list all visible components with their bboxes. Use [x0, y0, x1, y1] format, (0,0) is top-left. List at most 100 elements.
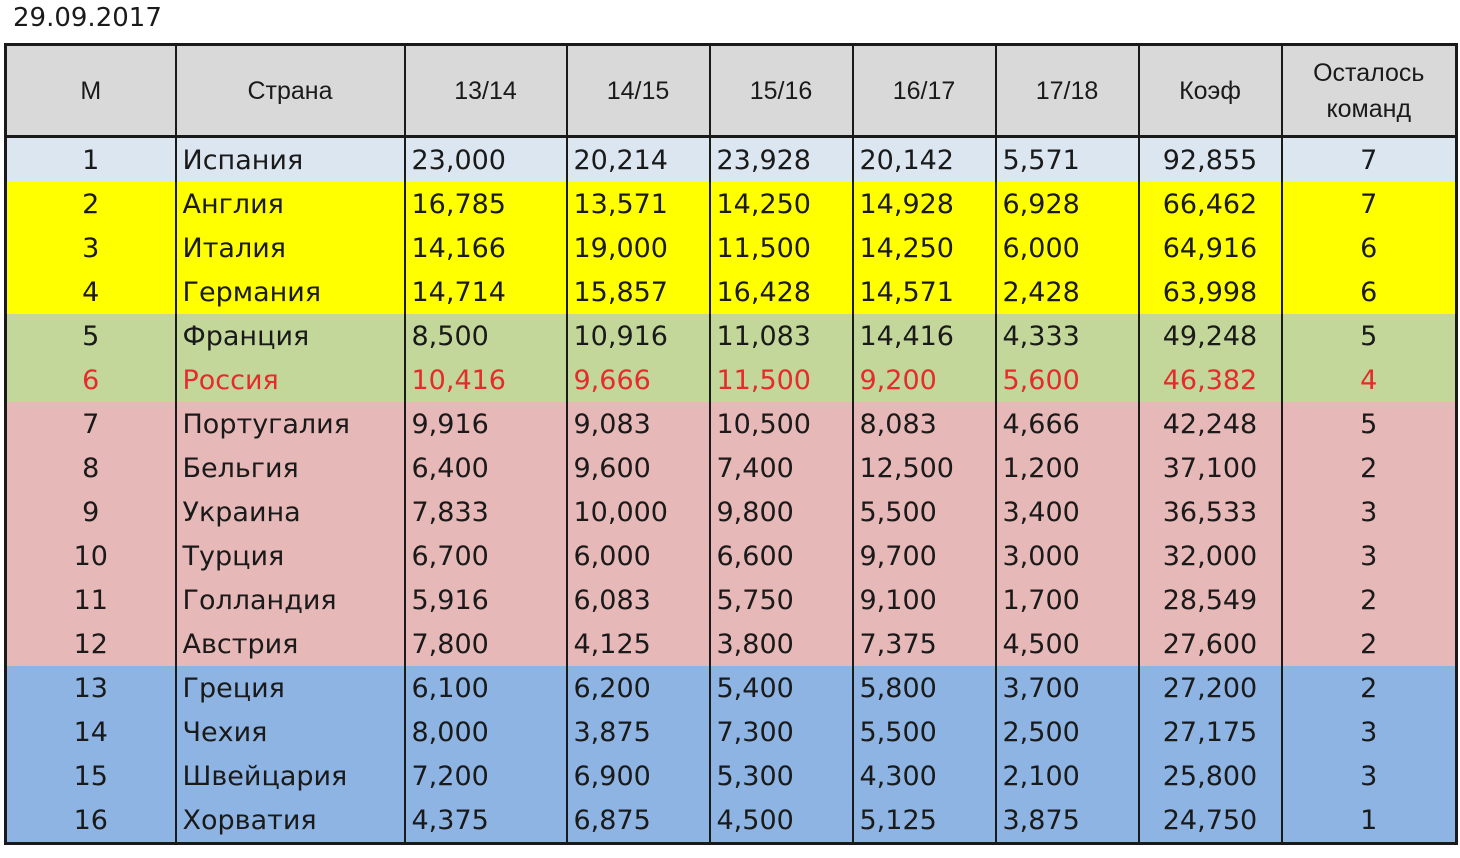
teams-left-cell: 1 [1280, 798, 1457, 844]
season-cell: 3,875 [994, 798, 1139, 844]
coef-cell: 66,462 [1137, 182, 1282, 226]
rank-cell: 7 [5, 402, 176, 446]
season-cell: 4,666 [994, 402, 1139, 446]
season-cell: 3,800 [708, 622, 853, 666]
season-cell: 11,500 [708, 358, 853, 402]
season-cell: 10,000 [565, 490, 710, 534]
season-cell: 5,500 [851, 710, 996, 754]
season-cell: 6,928 [994, 182, 1139, 226]
table-row: 9 Украина 7,833 10,000 9,800 5,500 3,400 36,533… [5, 490, 1457, 534]
rank-cell: 2 [5, 182, 176, 226]
season-cell: 9,700 [851, 534, 996, 578]
season-cell: 7,300 [708, 710, 853, 754]
teams-left-cell: 2 [1280, 622, 1457, 666]
season-cell: 5,800 [851, 666, 996, 710]
season-cell: 3,700 [994, 666, 1139, 710]
season-cell: 7,833 [403, 490, 567, 534]
table-row: 4 Германия 14,714 15,857 16,428 14,571 2,428 63… [5, 270, 1457, 314]
season-cell: 23,928 [708, 136, 853, 182]
season-cell: 9,100 [851, 578, 996, 622]
season-cell: 7,200 [403, 754, 567, 798]
season-cell: 6,083 [565, 578, 710, 622]
teams-left-cell: 5 [1280, 314, 1457, 358]
season-cell: 5,571 [994, 136, 1139, 182]
table-row: 6 Россия 10,416 9,666 11,500 9,200 5,600 46,382… [5, 358, 1457, 402]
rank-cell: 13 [5, 666, 176, 710]
season-cell: 8,083 [851, 402, 996, 446]
season-cell: 20,214 [565, 136, 710, 182]
country-cell: Франция [174, 314, 405, 358]
coef-cell: 27,175 [1137, 710, 1282, 754]
season-cell: 6,700 [403, 534, 567, 578]
country-cell: Чехия [174, 710, 405, 754]
coef-cell: 37,100 [1137, 446, 1282, 490]
header-season-13-14: 13/14 [403, 44, 567, 138]
season-cell: 5,500 [851, 490, 996, 534]
country-cell: Греция [174, 666, 405, 710]
table-row: 3 Италия 14,166 19,000 11,500 14,250 6,000 64,9… [5, 226, 1457, 270]
season-cell: 6,000 [565, 534, 710, 578]
season-cell: 16,785 [403, 182, 567, 226]
table-row: 8 Бельгия 6,400 9,600 7,400 12,500 1,200 37,100… [5, 446, 1457, 490]
season-cell: 10,500 [708, 402, 853, 446]
teams-left-cell: 3 [1280, 710, 1457, 754]
season-cell: 4,333 [994, 314, 1139, 358]
country-cell: Швейцария [174, 754, 405, 798]
season-cell: 3,875 [565, 710, 710, 754]
country-cell: Голландия [174, 578, 405, 622]
season-cell: 14,250 [851, 226, 996, 270]
table-row: 7 Португалия 9,916 9,083 10,500 8,083 4,666 42,… [5, 402, 1457, 446]
season-cell: 2,500 [994, 710, 1139, 754]
date-label: 29.09.2017 [13, 3, 162, 33]
teams-left-cell: 2 [1280, 666, 1457, 710]
coef-cell: 27,200 [1137, 666, 1282, 710]
season-cell: 2,428 [994, 270, 1139, 314]
coef-cell: 32,000 [1137, 534, 1282, 578]
teams-left-cell: 6 [1280, 270, 1457, 314]
season-cell: 6,100 [403, 666, 567, 710]
season-cell: 12,500 [851, 446, 996, 490]
season-cell: 19,000 [565, 226, 710, 270]
country-cell: Италия [174, 226, 405, 270]
header-season-15-16: 15/16 [708, 44, 853, 138]
season-cell: 11,083 [708, 314, 853, 358]
season-cell: 4,375 [403, 798, 567, 844]
rank-cell: 9 [5, 490, 176, 534]
header-season-16-17: 16/17 [851, 44, 996, 138]
table-row: 11 Голландия 5,916 6,083 5,750 9,100 1,700 28,5… [5, 578, 1457, 622]
season-cell: 10,416 [403, 358, 567, 402]
season-cell: 9,083 [565, 402, 710, 446]
season-cell: 14,928 [851, 182, 996, 226]
season-cell: 13,571 [565, 182, 710, 226]
season-cell: 6,875 [565, 798, 710, 844]
teams-left-cell: 2 [1280, 446, 1457, 490]
table-row: 16 Хорватия 4,375 6,875 4,500 5,125 3,875 24,75… [5, 798, 1457, 844]
teams-left-cell: 3 [1280, 490, 1457, 534]
table-row: 14 Чехия 8,000 3,875 7,300 5,500 2,500 27,175 3 [5, 710, 1457, 754]
header-teams-left-line2: команд [1326, 94, 1412, 123]
rank-cell: 6 [5, 358, 176, 402]
rank-cell: 5 [5, 314, 176, 358]
season-cell: 5,400 [708, 666, 853, 710]
table-row: 10 Турция 6,700 6,000 6,600 9,700 3,000 32,000 3 [5, 534, 1457, 578]
season-cell: 7,400 [708, 446, 853, 490]
coef-cell: 27,600 [1137, 622, 1282, 666]
season-cell: 3,000 [994, 534, 1139, 578]
season-cell: 20,142 [851, 136, 996, 182]
season-cell: 14,250 [708, 182, 853, 226]
season-cell: 15,857 [565, 270, 710, 314]
header-row: М Страна 13/14 14/15 15/16 16/17 17/18 К… [5, 44, 1457, 138]
header-rank: М [5, 44, 176, 138]
season-cell: 2,100 [994, 754, 1139, 798]
country-cell: Россия [174, 358, 405, 402]
country-cell: Австрия [174, 622, 405, 666]
rank-cell: 12 [5, 622, 176, 666]
country-cell: Хорватия [174, 798, 405, 844]
season-cell: 14,166 [403, 226, 567, 270]
season-cell: 4,500 [708, 798, 853, 844]
teams-left-cell: 7 [1280, 182, 1457, 226]
season-cell: 1,700 [994, 578, 1139, 622]
season-cell: 4,500 [994, 622, 1139, 666]
season-cell: 5,750 [708, 578, 853, 622]
season-cell: 8,000 [403, 710, 567, 754]
